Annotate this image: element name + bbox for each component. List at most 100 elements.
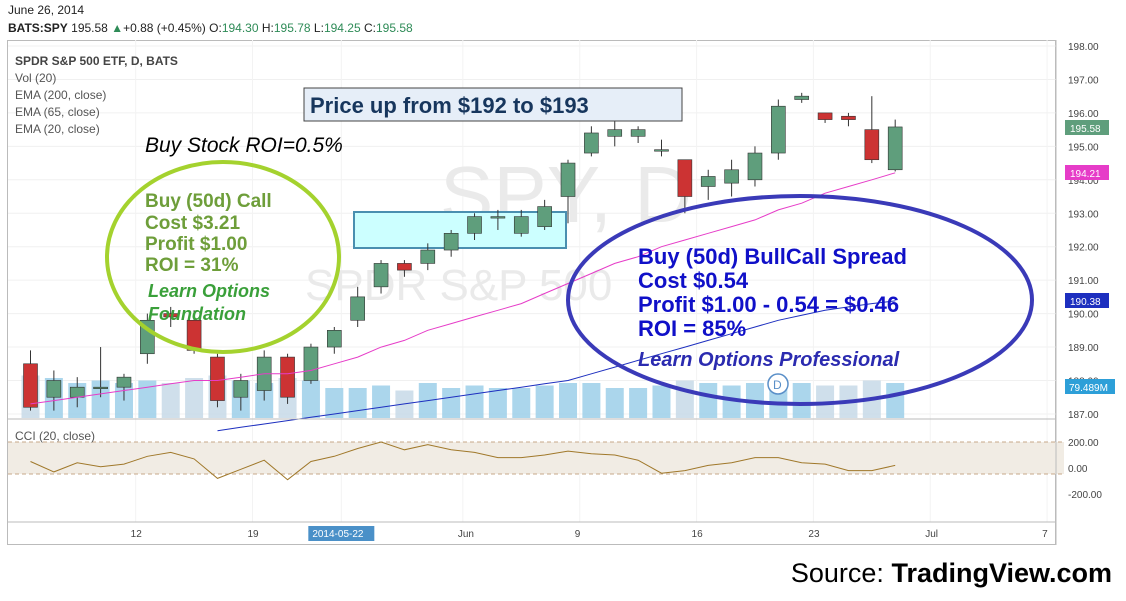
volume-bar — [605, 388, 624, 418]
candle-body — [607, 129, 623, 137]
price-note: Price up from $192 to $193 — [310, 93, 589, 118]
price-tick: 195.00 — [1068, 142, 1099, 153]
candle-body — [724, 169, 739, 184]
close-label: C: — [363, 21, 376, 35]
volume-bar — [559, 383, 578, 418]
chart-date: June 26, 2014 — [8, 3, 85, 17]
volume-bar — [652, 385, 671, 418]
price-tick: 190.00 — [1068, 310, 1099, 321]
candle-body — [46, 380, 62, 398]
volume-bar — [348, 388, 367, 418]
spread-title: Buy (50d) BullCall Spread — [638, 244, 907, 269]
open-label: O: — [209, 21, 222, 35]
candle-body — [513, 216, 529, 234]
time-tick: Jul — [925, 529, 938, 540]
last-price: 195.58 — [71, 21, 108, 35]
cursor-date-tag — [308, 526, 375, 541]
study-vol: Vol (20) — [15, 71, 56, 85]
volume-bar — [465, 385, 484, 418]
time-tick: 12 — [131, 529, 143, 540]
symbol-label: BATS:SPY — [8, 21, 68, 35]
price-tick: 189.00 — [1068, 343, 1099, 354]
time-tick: Jun — [458, 529, 474, 540]
learn-options-professional-link[interactable]: Learn Options Professional — [638, 349, 900, 371]
candle-body — [864, 129, 880, 161]
learn-options-foundation-link[interactable]: Learn Options — [148, 281, 270, 301]
candle-body — [233, 380, 249, 398]
ema20-tag — [1065, 165, 1109, 180]
candle-body — [630, 129, 646, 137]
learn-options-foundation-link-2[interactable]: Foundation — [148, 304, 246, 324]
volume-bar — [185, 378, 204, 418]
time-tick: 19 — [248, 529, 260, 540]
candle-body — [373, 263, 389, 288]
source-brand[interactable]: TradingView.com — [891, 558, 1112, 588]
candle-body — [397, 263, 412, 271]
study-ema200: EMA (200, close) — [15, 88, 106, 102]
candle-body — [771, 105, 786, 154]
candle-body — [327, 330, 342, 348]
study-ema65: EMA (65, close) — [15, 105, 100, 119]
price-tick: 191.00 — [1068, 276, 1099, 287]
volume-bar — [535, 385, 554, 418]
volume-bar — [582, 383, 601, 418]
cci-tick: -200.00 — [1068, 490, 1102, 501]
ema65-tag-text: 190.38 — [1070, 297, 1101, 308]
call-roi: ROI = 31% — [145, 255, 239, 276]
candle-body — [467, 216, 482, 234]
price-tick: 194.00 — [1068, 176, 1099, 187]
source-credit: Source: TradingView.com — [791, 558, 1112, 589]
candle-body — [210, 356, 225, 401]
high-label: H: — [261, 21, 274, 35]
candle-body — [584, 132, 599, 154]
ema65-line — [217, 300, 896, 432]
candle-body — [700, 176, 716, 187]
dividend-marker[interactable] — [767, 373, 789, 395]
dividend-marker-label: D — [773, 378, 782, 392]
quote-bar: BATS:SPY 195.58 ▲+0.88 (+0.45%) O:194.30… — [8, 21, 413, 35]
study-cci: CCI (20, close) — [15, 429, 95, 443]
candle-body — [794, 95, 810, 100]
last-price-tag — [1065, 120, 1109, 135]
time-tick: 16 — [692, 529, 704, 540]
price-change: +0.88 (+0.45%) — [123, 21, 206, 35]
cci-axis: 200.00 0.00 -200.00 — [1068, 438, 1102, 501]
cci-tick: 0.00 — [1068, 464, 1088, 475]
spread-profit: Profit $1.00 - 0.54 = $0.46 — [638, 292, 899, 317]
volume-bar — [792, 383, 811, 418]
price-tick: 196.00 — [1068, 109, 1099, 120]
candle-body — [841, 115, 856, 120]
time-tick: 9 — [575, 529, 581, 540]
call-ellipse — [105, 160, 341, 354]
low-label: L: — [313, 21, 324, 35]
price-range-box — [353, 211, 567, 249]
candle-body — [654, 149, 669, 152]
price-tick: 187.00 — [1068, 410, 1099, 421]
stock-roi-note: Buy Stock ROI=0.5% — [145, 134, 343, 157]
spread-cost: Cost $0.54 — [638, 268, 749, 293]
candle-body — [303, 346, 319, 381]
candle-body — [280, 356, 295, 398]
candle-body — [560, 162, 576, 197]
volume-tag-text: 79.489M — [1069, 383, 1108, 394]
call-profit: Profit $1.00 — [145, 234, 247, 255]
close-value: 195.58 — [375, 21, 413, 35]
volume-bar — [512, 388, 531, 418]
cci-band — [8, 442, 1064, 474]
volume-bar — [629, 388, 648, 418]
time-axis: 12 19 2014-05-22 Jun 9 16 23 Jul 7 — [131, 526, 1048, 541]
volume-tag — [1065, 379, 1115, 394]
candle-body — [677, 159, 693, 197]
candle-body — [817, 112, 833, 120]
volume-bar — [722, 385, 741, 418]
volume-bar — [91, 380, 110, 418]
volume-bar — [442, 388, 461, 418]
candle-body — [350, 296, 365, 321]
price-note-box — [303, 87, 683, 122]
source-prefix: Source: — [790, 558, 892, 588]
ema20-tag-text: 194.21 — [1070, 169, 1101, 180]
candle-body — [23, 363, 38, 408]
candle-body — [747, 152, 763, 181]
call-cost: Cost $3.21 — [145, 213, 240, 234]
